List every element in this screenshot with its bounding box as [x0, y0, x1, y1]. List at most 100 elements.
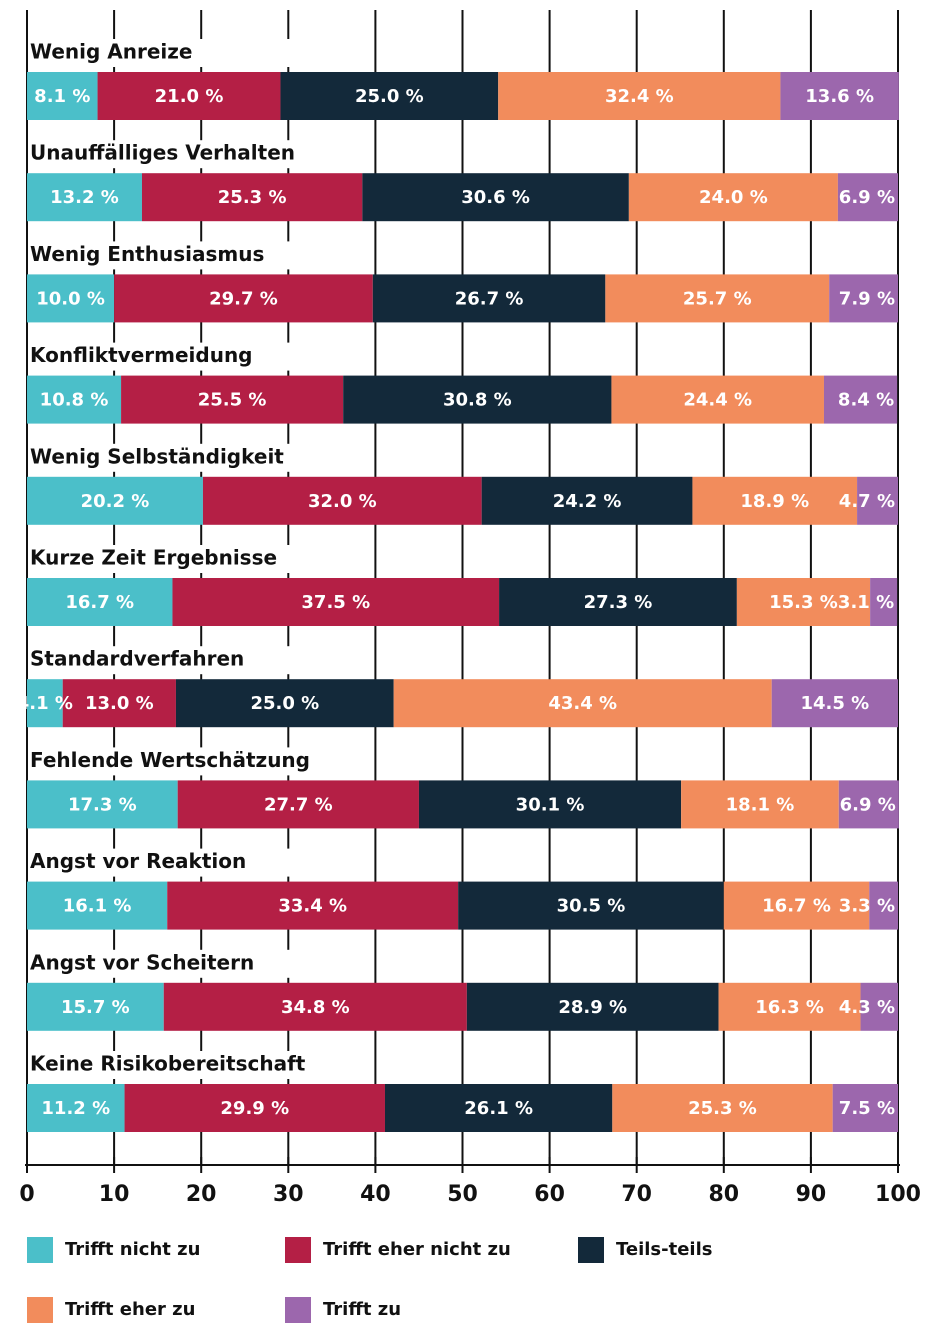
bar-segment	[611, 375, 824, 424]
value-label: 10.8 %	[40, 390, 109, 411]
label-bg	[28, 848, 328, 877]
legend-swatch	[285, 1297, 311, 1323]
value-label: 25.7 %	[683, 288, 752, 309]
label-bg	[28, 949, 328, 978]
bar-segment	[860, 982, 898, 1031]
legend-swatch	[27, 1297, 53, 1323]
bar-segment	[612, 1084, 833, 1132]
value-label: 24.4 %	[683, 390, 752, 411]
value-label: 18.9 %	[740, 491, 809, 512]
bar-segment	[718, 982, 861, 1031]
x-tick-label: 0	[19, 1182, 34, 1207]
bar-segment	[27, 173, 142, 222]
x-tick-label: 90	[796, 1182, 827, 1207]
bar-segment	[829, 274, 898, 323]
bar-segment	[124, 1084, 385, 1132]
bar-segment	[498, 72, 781, 120]
bar-segment	[97, 72, 281, 120]
legend-label: Trifft eher nicht zu	[323, 1239, 511, 1260]
category-label: Unauffälliges Verhalten	[30, 141, 295, 165]
legend-label: Trifft zu	[323, 1299, 401, 1320]
label-bg	[28, 342, 328, 371]
bar-segment	[27, 982, 164, 1031]
bar-segment	[418, 780, 682, 829]
value-label: 14.5 %	[800, 693, 869, 714]
bar-segment	[384, 1084, 613, 1132]
bar-segment	[837, 173, 898, 222]
category-label: Angst vor Reaktion	[30, 849, 246, 873]
value-label: 15.7 %	[61, 997, 130, 1018]
x-tick-label: 50	[447, 1182, 478, 1207]
category-label: Wenig Enthusiasmus	[30, 242, 264, 266]
category-label: Standardverfahren	[30, 647, 244, 671]
category-label: Konfliktvermeidung	[30, 343, 253, 367]
legend-label: Teils-teils	[616, 1239, 713, 1260]
value-label: 4.1 %	[17, 693, 73, 714]
value-label: 15.3 %	[769, 592, 838, 613]
value-label: 13.6 %	[805, 86, 874, 107]
bar-segment	[27, 881, 168, 930]
label-bg	[28, 241, 328, 270]
value-label: 24.0 %	[699, 187, 768, 208]
bar-segment	[372, 274, 606, 323]
value-label: 27.7 %	[264, 794, 333, 815]
value-label: 16.7 %	[762, 896, 831, 917]
bar-segment	[723, 881, 870, 930]
bar-segment	[167, 881, 459, 930]
bar-segment	[628, 173, 838, 222]
value-label: 25.0 %	[250, 693, 319, 714]
value-label: 4.7 %	[839, 491, 895, 512]
bar-segment	[202, 476, 482, 525]
x-tick-label: 80	[708, 1182, 739, 1207]
x-tick-label: 40	[360, 1182, 391, 1207]
value-label: 8.4 %	[838, 390, 894, 411]
label-bg	[28, 1051, 328, 1079]
bar-segment	[499, 578, 737, 626]
label-bg	[28, 443, 328, 472]
x-tick-label: 100	[875, 1182, 921, 1207]
value-label: 3.3 %	[839, 896, 895, 917]
bar-segment	[870, 578, 898, 626]
value-label: 27.3 %	[584, 592, 653, 613]
bar-segment	[458, 881, 724, 930]
bar-segment	[175, 679, 394, 728]
value-label: 43.4 %	[548, 693, 617, 714]
value-label: 37.5 %	[301, 592, 370, 613]
bar-segment	[832, 1084, 898, 1132]
value-label: 25.3 %	[688, 1098, 757, 1119]
value-label: 26.7 %	[455, 288, 524, 309]
bar-segment	[177, 780, 419, 829]
value-label: 8.1 %	[34, 86, 90, 107]
bar-segment	[27, 476, 203, 525]
value-label: 17.3 %	[68, 794, 137, 815]
value-label: 16.1 %	[63, 896, 132, 917]
bar-segment	[121, 375, 344, 424]
category-label: Keine Risikobereitschaft	[30, 1052, 306, 1076]
value-label: 30.8 %	[443, 390, 512, 411]
bar-segment	[481, 476, 693, 525]
bar-segment	[838, 780, 899, 829]
value-label: 32.0 %	[308, 491, 377, 512]
bar-segment	[692, 476, 858, 525]
value-label: 11.2 %	[41, 1098, 110, 1119]
bar-segment	[27, 375, 122, 424]
bar-segment	[114, 274, 373, 323]
label-bg	[28, 39, 328, 67]
value-label: 20.2 %	[81, 491, 150, 512]
value-label: 25.0 %	[355, 86, 424, 107]
bar-segment	[280, 72, 499, 120]
bar-segment	[780, 72, 899, 120]
legend-swatch	[578, 1237, 604, 1263]
bar-segment	[27, 1084, 125, 1132]
label-bg	[28, 646, 328, 675]
value-label: 24.2 %	[553, 491, 622, 512]
value-label: 13.2 %	[50, 187, 119, 208]
bar-segment	[62, 679, 176, 728]
value-label: 10.0 %	[36, 288, 105, 309]
value-label: 25.5 %	[198, 390, 267, 411]
bar-segment	[857, 476, 898, 525]
value-label: 30.5 %	[557, 896, 626, 917]
bar-segment	[393, 679, 772, 728]
bar-segment	[466, 982, 719, 1031]
